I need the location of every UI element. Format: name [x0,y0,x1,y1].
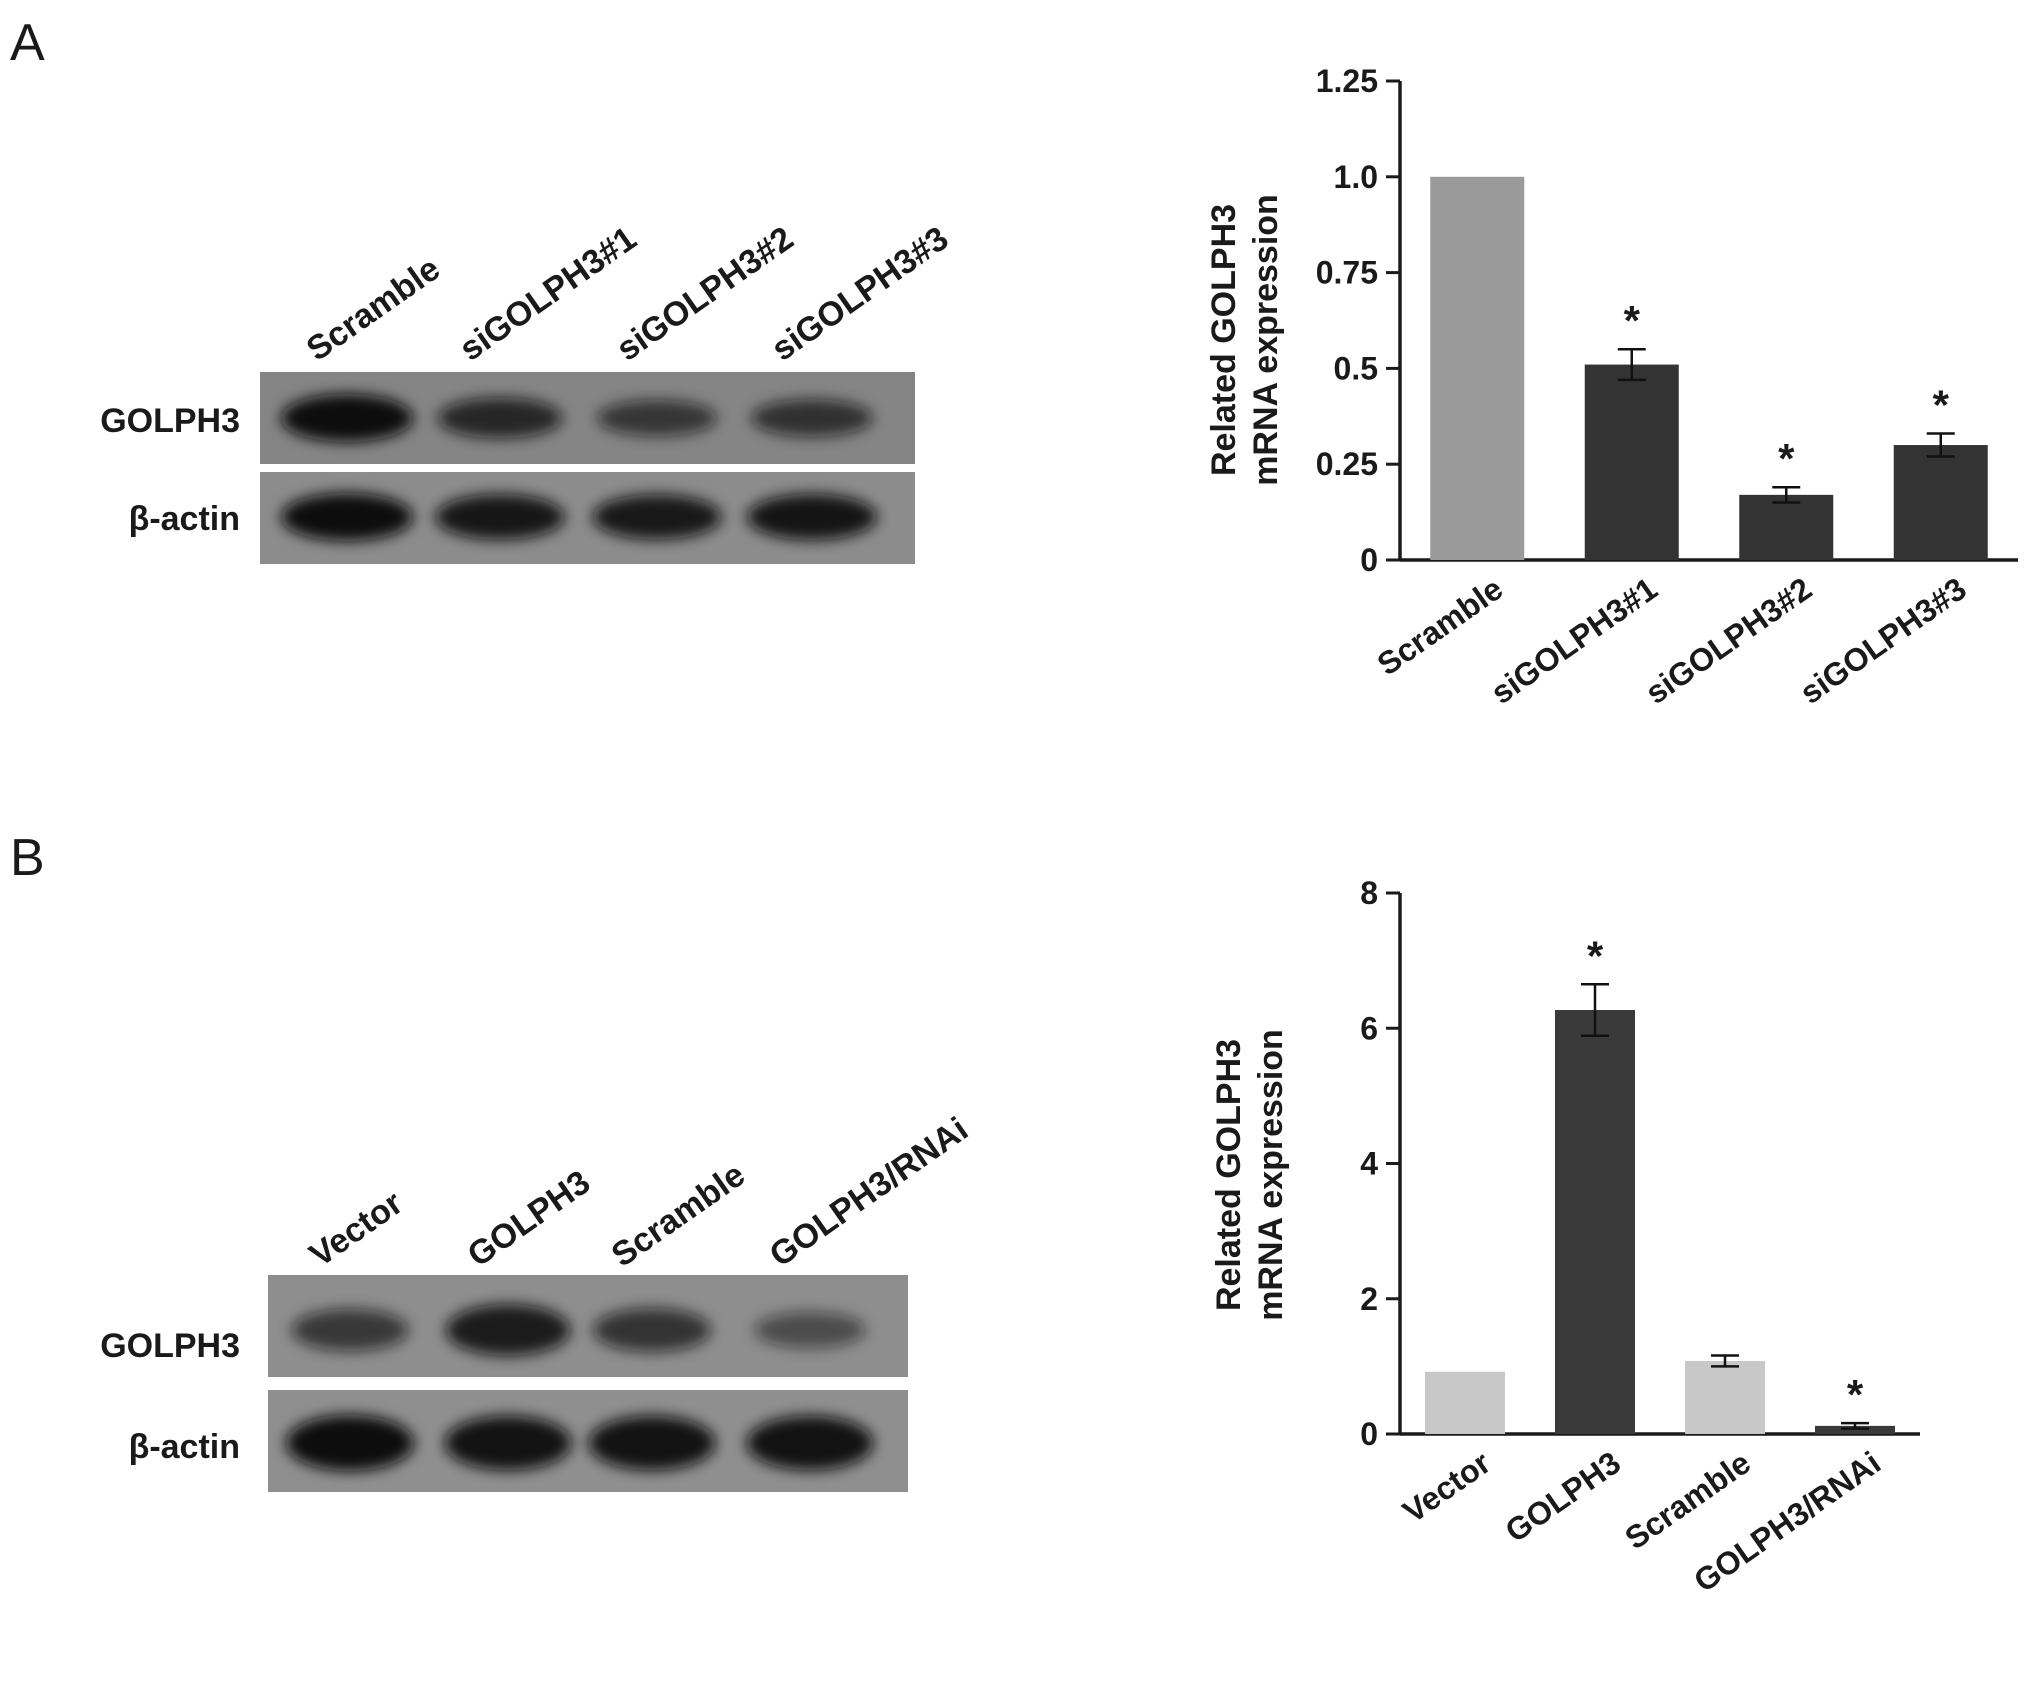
chart-a-y-tick-label-3: 0.75 [1316,255,1378,291]
chart-b-y-tick-label-2: 4 [1360,1146,1378,1182]
blot-a-band-actin-sigolph3-2 [592,494,722,540]
chart-a-ylabel-line1: Related GOLPH3 [1205,204,1243,476]
blot-b-lane-label-vector: Vector [303,1184,410,1275]
blot-a-row-label-golph3: GOLPH3 [100,402,240,440]
chart-b-ylabel: Related GOLPH3 mRNA expression [1210,1029,1290,1321]
blot-b-lane-label-scramble: Scramble [605,1156,752,1275]
chart-a-ylabel-line2: mRNA expression [1247,194,1285,486]
chart-a-y-tick-label-4: 1.0 [1334,159,1378,195]
blot-a-band-actin-sigolph3-3 [747,494,877,540]
panel-b-label: B [10,829,45,887]
blot-b-band-actin-golph3 [444,1415,572,1471]
blot-b-row-label-golph3: GOLPH3 [100,1327,240,1365]
blot-b-band-golph3-vector [291,1308,409,1352]
blot-b-band-actin-vector [286,1415,414,1471]
chart-a-y-tick-label-0: 0 [1360,542,1378,578]
bar-chart-b: Related GOLPH3 mRNA expression 0 2 4 6 8 Vect… [1210,875,1920,1599]
chart-a-y-tick-label-2: 0.5 [1334,350,1378,386]
chart-a-bar-sigolph3-1 [1584,364,1679,560]
chart-b-bar-scramble [1685,1360,1765,1434]
panel-b: B Vector GOLPH3 Scramble GOLPH3/RNAi GOLPH3… [10,829,1920,1599]
blot-a-row-label-actin: β-actin [129,500,240,538]
chart-b-ylabel-line1: Related GOLPH3 [1210,1039,1248,1311]
panel-a: A Scramble siGOLPH3#1siGOLPH3#2siGOLPH3#3… [10,14,2018,711]
chart-a-significance-sigolph3-3: * [1933,382,1950,429]
blot-a-band-golph3-sigolph3-1 [437,397,563,439]
chart-b-significance-golph3: * [1587,932,1604,979]
blot-a-band-golph3-sigolph3-2 [596,399,718,437]
blot-a-lane-label-scramble: Scramble [300,250,447,369]
chart-b-bar-golph3-rnai [1815,1425,1895,1434]
chart-b-significance-golph3-rnai: * [1847,1371,1864,1418]
blot-b-lane-label-golph3: GOLPH3 [461,1163,597,1274]
panel-a-label: A [10,14,45,72]
chart-a-category-label-sigolph3-1: siGOLPH3#1 [1484,570,1663,711]
chart-a-category-label-scramble: Scramble [1371,570,1510,682]
chart-b-y-tick-label-1: 2 [1360,1281,1378,1317]
chart-a-bar-scramble [1430,176,1525,561]
blot-b-lane-labels: Vector GOLPH3 Scramble GOLPH3/RNAi [303,1110,975,1274]
blot-a-bands [281,394,877,541]
blot-b-band-golph3-golph3 [445,1304,571,1356]
bar-chart-a: Related GOLPH3 mRNA expression 0 0.25 0.5 0… [1205,63,2018,711]
chart-b-bar-vector [1425,1371,1505,1434]
chart-b-category-label-golph3: GOLPH3 [1499,1444,1627,1549]
chart-b-y-tick-label-3: 6 [1360,1010,1378,1046]
chart-a-significance-sigolph3-2: * [1778,435,1795,482]
chart-a-ylabel: Related GOLPH3 mRNA expression [1205,194,1285,486]
blot-a-band-golph3-sigolph3-3 [751,399,873,437]
blot-b-band-golph3-golph3-rnai [754,1312,866,1348]
chart-b-y-tick-label-0: 0 [1360,1416,1378,1452]
blot-a-band-golph3-scramble [281,394,413,442]
chart-a-y-tick-label-5: 1.25 [1316,63,1378,99]
chart-a-bar-sigolph3-3 [1893,445,1988,560]
chart-a-category-label-sigolph3-2: siGOLPH3#2 [1639,570,1818,711]
chart-b-ylabel-line2: mRNA expression [1252,1029,1290,1321]
blot-b-row-label-actin: β-actin [129,1428,240,1466]
chart-a-y-tick-label-1: 0.25 [1316,446,1378,482]
blot-b-band-actin-golph3-rnai [746,1415,874,1471]
blot-a-band-actin-sigolph3-1 [435,494,565,540]
blot-b-lane-label-golph3-rnai: GOLPH3/RNAi [763,1110,975,1274]
western-blot-b: Vector GOLPH3 Scramble GOLPH3/RNAi GOLPH3 β… [100,1110,975,1492]
blot-b-band-actin-scramble [588,1415,716,1471]
chart-b-y-tick-label-4: 8 [1360,875,1378,911]
chart-b-bar-golph3 [1555,1009,1635,1434]
blot-b-bands [286,1304,874,1471]
chart-a-category-label-sigolph3-3: siGOLPH3#3 [1793,570,1972,711]
chart-b-category-label-vector: Vector [1396,1444,1497,1530]
chart-a-bar-sigolph3-2 [1739,494,1834,560]
blot-a-band-actin-scramble [281,493,413,541]
blot-b-band-golph3-scramble [593,1308,711,1352]
chart-a-significance-sigolph3-1: * [1624,297,1641,344]
